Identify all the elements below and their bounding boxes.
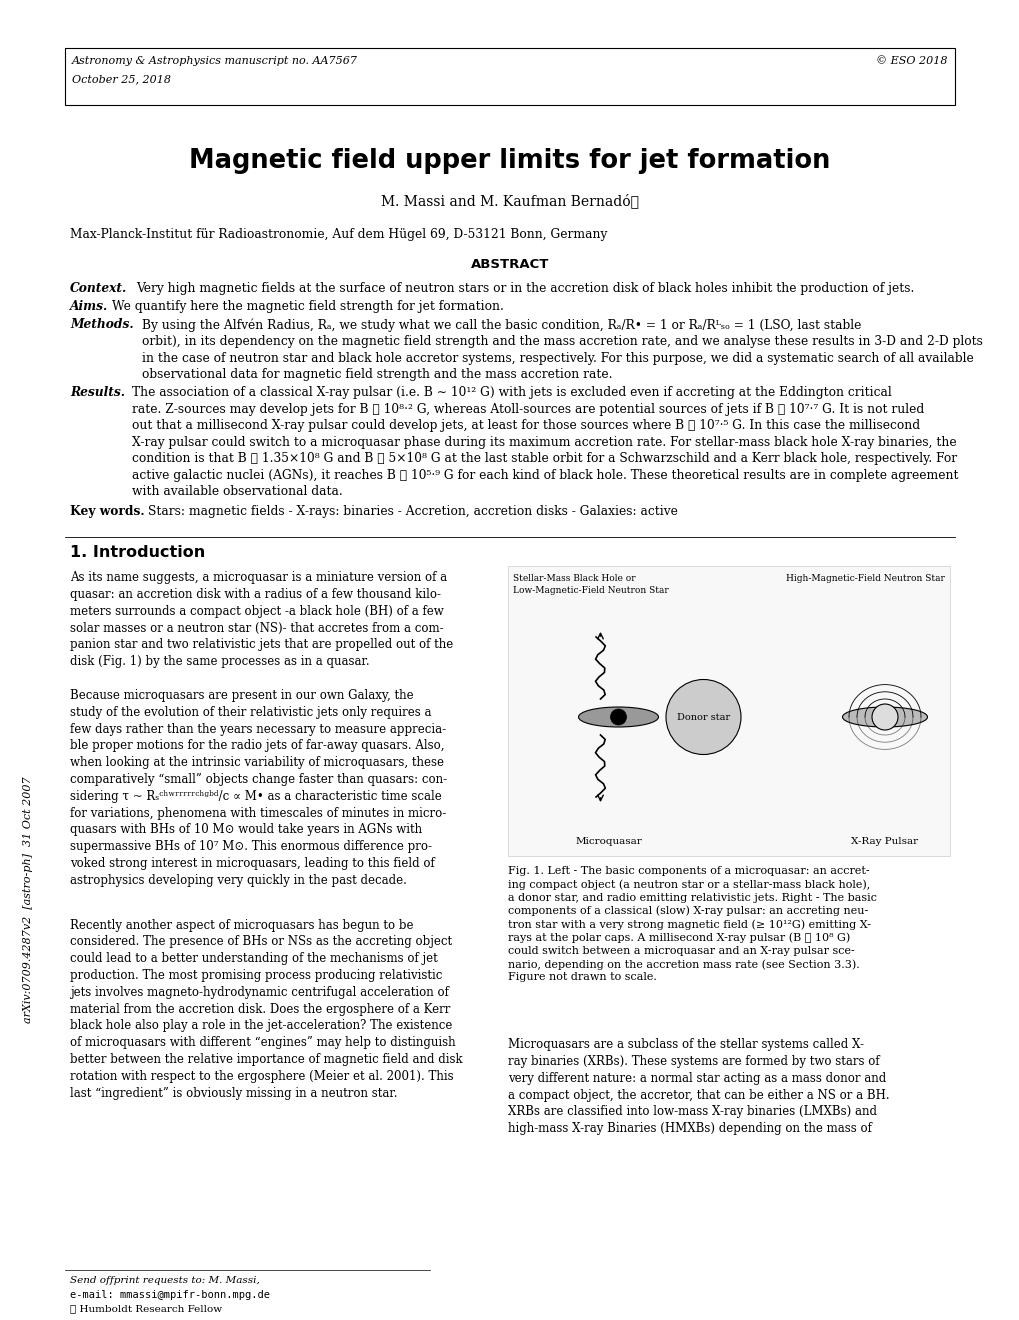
Ellipse shape	[871, 704, 897, 730]
Text: Key words.: Key words.	[70, 506, 145, 519]
Ellipse shape	[578, 708, 658, 727]
Text: By using the Alfvén Radius, Rₐ, we study what we call the basic condition, Rₐ/R•: By using the Alfvén Radius, Rₐ, we study…	[142, 318, 982, 381]
Text: As its name suggests, a microquasar is a miniature version of a
quasar: an accre: As its name suggests, a microquasar is a…	[70, 572, 452, 668]
Bar	[65, 48, 954, 106]
Text: Stars: magnetic fields - X-rays: binaries - Accretion, accretion disks - Galaxie: Stars: magnetic fields - X-rays: binarie…	[148, 506, 678, 519]
Text: © ESO 2018: © ESO 2018	[875, 55, 947, 66]
Text: Astronomy & Astrophysics manuscript no. AA7567: Astronomy & Astrophysics manuscript no. …	[72, 55, 358, 66]
Text: M. Massi and M. Kaufman Bernadó⋆: M. Massi and M. Kaufman Bernadó⋆	[381, 193, 638, 207]
Text: Fig. 1. Left - The basic components of a microquasar: an accret-
ing compact obj: Fig. 1. Left - The basic components of a…	[507, 866, 876, 982]
Text: arXiv:0709.4287v2  [astro-ph]  31 Oct 2007: arXiv:0709.4287v2 [astro-ph] 31 Oct 2007	[23, 776, 33, 1023]
Text: Context.: Context.	[70, 282, 127, 294]
Text: ⋆ Humboldt Research Fellow: ⋆ Humboldt Research Fellow	[70, 1304, 222, 1313]
Text: The association of a classical X-ray pulsar (i.e. B ∼ 10¹² G) with jets is exclu: The association of a classical X-ray pul…	[131, 387, 958, 499]
Text: Low-Magnetic-Field Neutron Star: Low-Magnetic-Field Neutron Star	[513, 586, 668, 595]
Text: ABSTRACT: ABSTRACT	[471, 257, 548, 271]
Text: 1. Introduction: 1. Introduction	[70, 545, 205, 560]
Text: Donor star: Donor star	[677, 713, 730, 722]
Ellipse shape	[610, 709, 626, 725]
Text: High-Magnetic-Field Neutron Star: High-Magnetic-Field Neutron Star	[786, 574, 944, 583]
Ellipse shape	[665, 680, 740, 755]
Ellipse shape	[842, 708, 926, 727]
Text: X-Ray Pulsar: X-Ray Pulsar	[851, 837, 918, 846]
Text: Microquasars are a subclass of the stellar systems called X-
ray binaries (XRBs): Microquasars are a subclass of the stell…	[507, 1039, 889, 1135]
Text: Send offprint requests to: M. Massi,: Send offprint requests to: M. Massi,	[70, 1276, 260, 1284]
Text: Because microquasars are present in our own Galaxy, the
study of the evolution o: Because microquasars are present in our …	[70, 689, 446, 887]
Text: We quantify here the magnetic field strength for jet formation.: We quantify here the magnetic field stre…	[112, 300, 503, 313]
Text: October 25, 2018: October 25, 2018	[72, 74, 171, 84]
Bar	[507, 566, 949, 857]
Text: Very high magnetic fields at the surface of neutron stars or in the accretion di: Very high magnetic fields at the surface…	[136, 282, 913, 294]
Text: Magnetic field upper limits for jet formation: Magnetic field upper limits for jet form…	[190, 148, 829, 174]
Text: Stellar-Mass Black Hole or: Stellar-Mass Black Hole or	[513, 574, 635, 583]
Text: Recently another aspect of microquasars has begun to be
considered. The presence: Recently another aspect of microquasars …	[70, 919, 463, 1100]
Text: Methods.: Methods.	[70, 318, 133, 331]
Text: e-mail: mmassi@mpifr-bonn.mpg.de: e-mail: mmassi@mpifr-bonn.mpg.de	[70, 1290, 270, 1300]
Text: Aims.: Aims.	[70, 300, 108, 313]
Text: Max-Planck-Institut für Radioastronomie, Auf dem Hügel 69, D-53121 Bonn, Germany: Max-Planck-Institut für Radioastronomie,…	[70, 228, 606, 242]
Text: Microquasar: Microquasar	[575, 837, 641, 846]
Text: Results.: Results.	[70, 387, 125, 400]
